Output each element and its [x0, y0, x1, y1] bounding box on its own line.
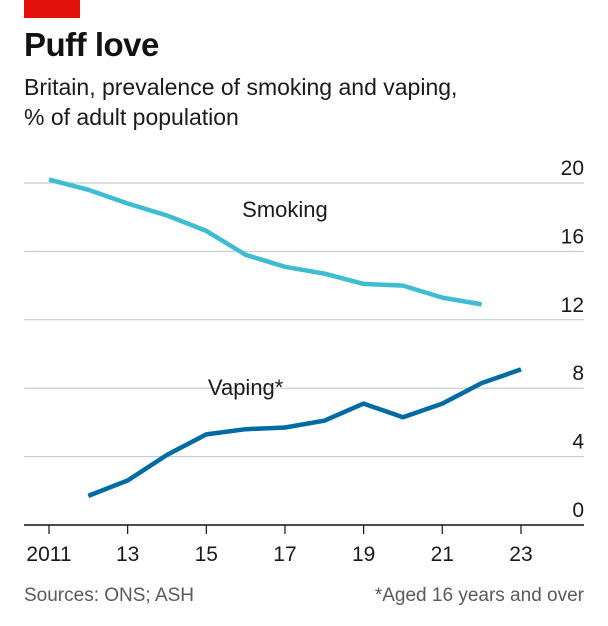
- chart-subtitle: Britain, prevalence of smoking and vapin…: [24, 72, 584, 132]
- y-tick-label: 0: [572, 499, 584, 522]
- x-tick-label: 21: [431, 543, 454, 566]
- series-line-smoking: [48, 177, 482, 307]
- chart-title: Puff love: [24, 26, 159, 63]
- x-tick-label: 15: [195, 543, 218, 566]
- x-tick-label: 17: [273, 543, 296, 566]
- source-note: Sources: ONS; ASH: [24, 585, 195, 606]
- x-tick-label: 2011: [26, 543, 71, 566]
- series-label-smoking: Smoking: [242, 197, 328, 222]
- y-tick-label: 12: [561, 294, 584, 317]
- brand-red-bar: [24, 0, 80, 18]
- footnote: *Aged 16 years and over: [374, 585, 584, 606]
- y-tick-label: 20: [561, 157, 584, 180]
- series-line-vaping: [87, 367, 522, 498]
- x-tick-label: 23: [509, 543, 532, 566]
- y-tick-label: 16: [561, 225, 584, 248]
- y-tick-label: 4: [572, 431, 584, 454]
- subtitle-line-2: % of adult population: [24, 104, 239, 130]
- y-tick-label: 8: [572, 362, 584, 385]
- line-chart: 0 4 8 12 16 20 2011 13 15 17 19 21 23 Smoking Vaping*: [24, 157, 584, 566]
- subtitle-line-1: Britain, prevalence of smoking and vapin…: [24, 74, 458, 100]
- series-label-vaping: Vaping*: [208, 375, 284, 400]
- x-tick-label: 19: [352, 543, 375, 566]
- x-tick-label: 13: [116, 543, 139, 566]
